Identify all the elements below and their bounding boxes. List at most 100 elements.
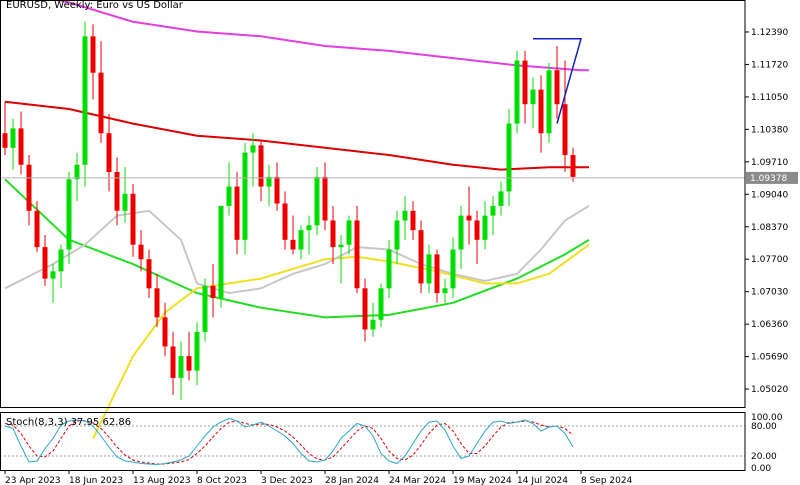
x-tick-label: 19 May 2024 — [453, 476, 512, 485]
x-tick-label: 3 Dec 2023 — [261, 476, 313, 485]
candle-body — [386, 249, 392, 289]
candle-body — [330, 220, 336, 248]
y-tick-label: 1.07030 — [751, 288, 788, 298]
y-tick-label: 1.06360 — [751, 320, 788, 330]
ma-line — [4, 100, 589, 171]
x-tick-label: 13 Aug 2023 — [133, 476, 191, 485]
candle-body — [434, 254, 440, 294]
candle-body — [314, 176, 320, 226]
candle-body — [202, 285, 208, 332]
y-tick-label: 1.05020 — [751, 385, 788, 395]
x-tick-label: 8 Oct 2023 — [197, 476, 247, 485]
candle-body — [98, 72, 104, 134]
candle-body — [538, 89, 544, 134]
candle-body — [154, 288, 160, 318]
candle-body — [426, 254, 432, 284]
y-tick-label: 1.12390 — [751, 28, 788, 38]
candle-body — [546, 70, 552, 134]
candle-body — [354, 220, 360, 289]
y-tick-label: 1.10380 — [751, 125, 788, 135]
ma-line — [4, 205, 590, 295]
candle-body — [306, 225, 312, 231]
price-frame — [0, 0, 746, 408]
candle-body — [402, 210, 408, 221]
candle-body — [250, 145, 256, 153]
candle-body — [514, 60, 520, 124]
candle-body — [138, 244, 144, 260]
x-tick-label: 8 Sep 2024 — [581, 476, 633, 485]
candle-body — [274, 176, 280, 204]
candle-body — [466, 215, 472, 221]
candle-body — [122, 193, 128, 211]
candle-body — [162, 317, 168, 347]
candle-body — [226, 186, 232, 206]
chart-title: EURUSD, Weekly: Euro vs US Dollar — [6, 0, 184, 11]
y-tick-label: 1.07700 — [751, 255, 788, 265]
candle-body — [474, 220, 480, 240]
y-tick-label: 1.09040 — [751, 190, 788, 200]
candle-body — [482, 215, 488, 240]
y-tick-label: 1.08370 — [751, 223, 788, 233]
candle-body — [506, 123, 512, 192]
candle-body — [346, 220, 352, 245]
candle-body — [170, 346, 176, 378]
y-tick-label: 1.09710 — [751, 158, 788, 168]
stoch-label: Stoch(8,3,3) 37.95 62.86 — [6, 417, 131, 428]
y-tick-label: 1.11050 — [751, 93, 788, 103]
candle-body — [146, 259, 152, 289]
current-price-label: 1.09378 — [750, 174, 787, 184]
candle-body — [114, 172, 120, 211]
candle-body — [34, 210, 40, 248]
candle-body — [18, 128, 24, 165]
x-tick-label: 23 Apr 2023 — [5, 476, 61, 485]
candle-body — [130, 193, 136, 245]
candle-body — [410, 210, 416, 231]
candle-body — [370, 319, 376, 330]
trend-line — [533, 38, 582, 124]
candle-body — [522, 60, 528, 105]
y-tick-label: 1.05690 — [751, 353, 788, 363]
candle-body — [186, 356, 192, 371]
candle-body — [378, 288, 384, 320]
ma-line — [53, 0, 589, 72]
x-tick-label: 14 Jul 2024 — [517, 476, 568, 485]
candle-body — [266, 176, 272, 187]
stoch-bound-label: 0.00 — [751, 464, 771, 474]
candle-body — [554, 70, 560, 105]
candle-body — [322, 176, 328, 221]
ma-line — [4, 178, 590, 319]
stoch-level-label: 20.00 — [751, 452, 777, 462]
candle-body — [90, 36, 96, 73]
candle-body — [338, 244, 344, 248]
stoch-main-line — [4, 417, 574, 466]
candle-body — [282, 203, 288, 240]
current-price-box — [746, 171, 798, 184]
candle-body — [290, 239, 296, 250]
x-tick-label: 28 Jan 2024 — [325, 476, 379, 485]
candle-body — [82, 36, 88, 165]
price-panel — [0, 0, 745, 439]
candle-body — [66, 179, 72, 250]
stoch-bound-label: 100.00 — [751, 413, 783, 423]
candle-body — [442, 288, 448, 294]
stoch-frame — [0, 412, 746, 471]
candle-body — [234, 186, 240, 240]
candle-body — [42, 247, 48, 279]
x-tick-label: 24 Mar 2024 — [389, 476, 446, 485]
x-tick-label: 18 Jun 2023 — [69, 476, 123, 485]
candle-body — [2, 133, 8, 148]
candle-body — [26, 164, 32, 211]
candle-body — [530, 89, 536, 105]
candle-body — [194, 331, 200, 371]
candle-body — [490, 205, 496, 216]
candle-body — [450, 249, 456, 289]
candle-body — [394, 220, 400, 250]
candle-body — [298, 230, 304, 250]
candle-body — [74, 164, 80, 180]
candle-body — [570, 155, 576, 177]
candle-body — [58, 249, 64, 272]
candle-body — [458, 215, 464, 250]
candle-body — [50, 271, 56, 279]
